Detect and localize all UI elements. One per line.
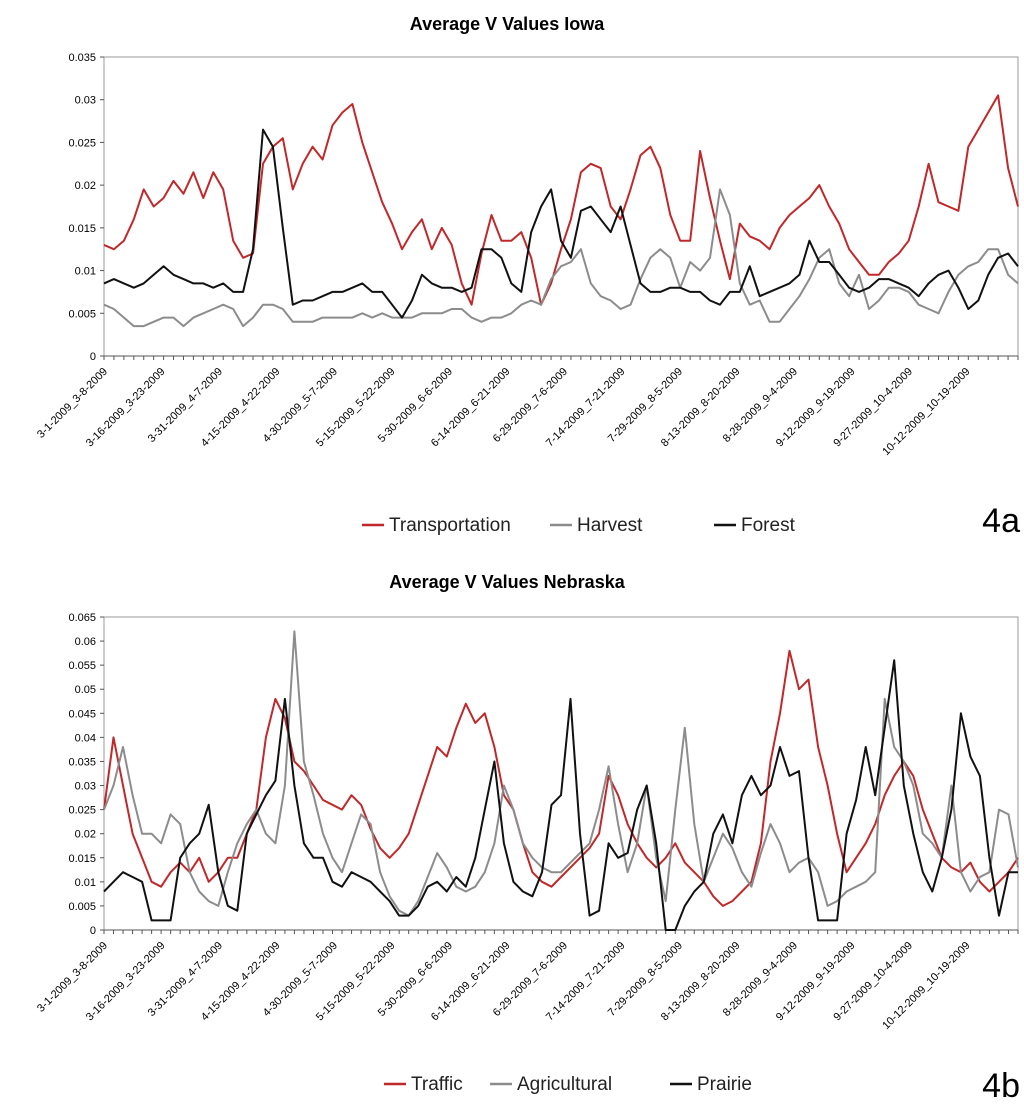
panel-label: 4b xyxy=(982,1067,1020,1105)
chart-title: Average V Values Nebraska xyxy=(389,572,625,592)
y-tick-label: 0.025 xyxy=(68,137,96,149)
series-line-agricultural xyxy=(103,630,1019,917)
legend-label-traffic: Traffic xyxy=(411,1074,463,1095)
y-tick-label: 0.03 xyxy=(75,781,96,793)
y-tick-label: 0 xyxy=(90,925,96,937)
y-axis: 0 0.005 0.01 0.015 0.02 0.025 0.03 0.035 0.04 0.0… xyxy=(68,612,104,937)
y-tick-label: 0.055 xyxy=(68,660,96,672)
y-tick-label: 0.02 xyxy=(75,829,96,841)
series-lines xyxy=(103,94,1019,328)
y-tick-label: 0.01 xyxy=(75,877,96,889)
y-tick-label: 0 xyxy=(90,351,96,363)
y-tick-label: 0.02 xyxy=(75,180,96,192)
series-lines xyxy=(103,630,1019,931)
legend-label-harvest: Harvest xyxy=(577,515,643,536)
y-tick-label: 0.06 xyxy=(75,636,96,648)
y-tick-label: 0.065 xyxy=(68,612,96,624)
y-tick-label: 0.01 xyxy=(75,266,96,278)
y-tick-label: 0.005 xyxy=(68,308,96,320)
y-tick-label: 0.035 xyxy=(68,52,96,64)
series-line-harvest xyxy=(103,188,1019,328)
y-tick-label: 0.015 xyxy=(68,853,96,865)
chart-title: Average V Values Iowa xyxy=(410,14,605,34)
legend-label-forest: Forest xyxy=(741,515,796,536)
y-tick-label: 0.03 xyxy=(75,95,96,107)
y-tick-label: 0.015 xyxy=(68,223,96,235)
legend-label-transportation: Transportation xyxy=(389,515,511,536)
y-tick-label: 0.05 xyxy=(75,684,96,696)
y-tick-label: 0.04 xyxy=(75,732,96,744)
legend-label-prairie: Prairie xyxy=(697,1074,752,1095)
y-tick-label: 0.045 xyxy=(68,708,96,720)
series-line-transportation xyxy=(103,94,1019,306)
y-tick-label: 0.035 xyxy=(68,756,96,768)
legend-label-agricultural: Agricultural xyxy=(517,1074,612,1095)
series-line-prairie xyxy=(103,659,1018,931)
legend: Traffic Agricultural Prairie xyxy=(384,1074,752,1095)
legend: Transportation Harvest Forest xyxy=(362,515,796,536)
series-line-forest xyxy=(103,128,1019,319)
y-tick-label: 0.005 xyxy=(68,901,96,913)
y-axis: 0 0.005 0.01 0.015 0.02 0.025 0.03 0.035 xyxy=(68,52,104,363)
panel-label: 4a xyxy=(982,502,1020,540)
y-tick-label: 0.025 xyxy=(68,805,96,817)
